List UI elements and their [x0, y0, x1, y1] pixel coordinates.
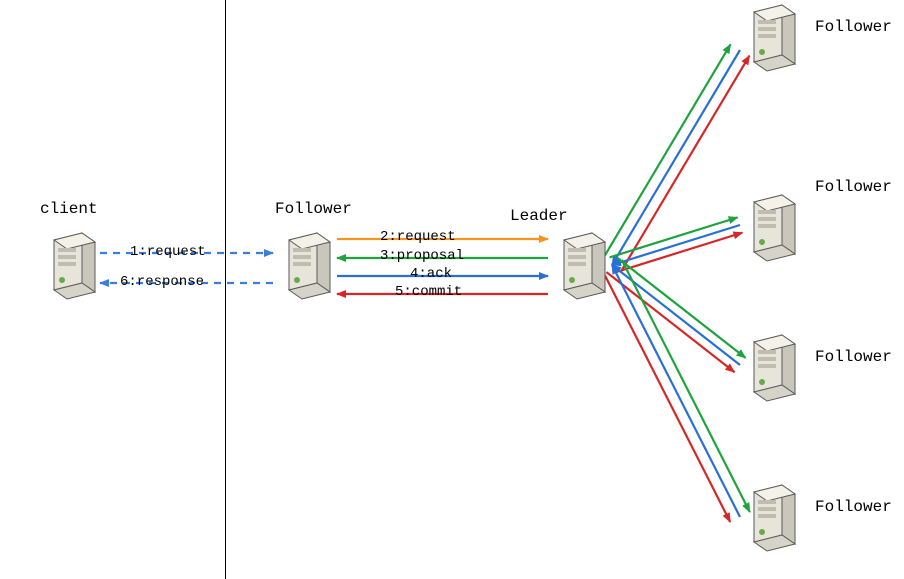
msg-label-2: 2:request — [380, 229, 456, 245]
msg-label-0: 1:request — [130, 244, 206, 260]
label-f4: Follower — [815, 498, 892, 516]
msg-label-4: 4:ack — [410, 266, 452, 282]
fan-f2-red — [614, 233, 742, 273]
fan-f4-green — [622, 260, 750, 512]
fan-f1-green — [603, 44, 731, 259]
msg-label-5: 5:commit — [395, 284, 462, 300]
diagram-stage: client Follower Leader Follower Follower Foll… — [0, 0, 904, 579]
msg-label-3: 3:proposal — [380, 248, 464, 264]
label-follower0: Follower — [275, 200, 352, 218]
label-f1: Follower — [815, 18, 892, 36]
msg-label-1: 6:response — [120, 274, 204, 290]
label-leader: Leader — [510, 207, 568, 225]
fan-f1-red — [621, 56, 749, 271]
fan-f3-green — [618, 258, 746, 358]
label-client: client — [40, 200, 98, 218]
label-f2: Follower — [815, 178, 892, 196]
label-f3: Follower — [815, 348, 892, 366]
fan-f1-blue — [612, 50, 740, 265]
